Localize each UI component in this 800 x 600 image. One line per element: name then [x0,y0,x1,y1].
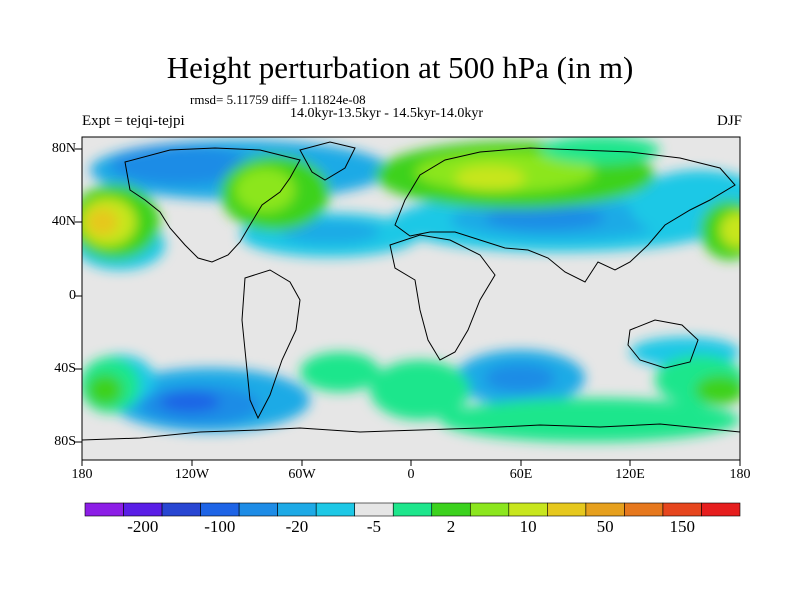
rmsd-diff-stats: rmsd= 5.11759 diff= 1.11824e-08 [190,92,366,107]
eurasia-outline [394,147,736,283]
lon-label-180e: 180 [729,467,751,482]
colorbar-swatch [662,502,702,517]
map-panel [75,136,741,466]
colorbar-swatch [469,502,510,517]
period-subtitle: 14.0kyr-13.5kyr - 14.5kyr-14.0kyr [290,106,484,121]
lat-label-eq: 0 [69,288,76,303]
lon-label-120w: 120W [174,467,210,482]
colorbar-swatch [161,502,201,517]
contour-fill [82,137,740,442]
colorbar-swatch [315,502,356,517]
lat-label-40s: 40S [54,361,76,376]
australia-outline [627,319,699,369]
colorbar-label: -100 [204,517,236,536]
colorbar-label: -200 [127,517,159,536]
colorbar-swatch [84,502,124,517]
map-title: Height perturbation at 500 hPa (in m) [166,50,634,85]
colorbar-label: 2 [446,517,456,536]
colorbar-swatch [508,502,548,517]
colorbar-swatch [277,502,317,517]
lat-label-40n: 40N [51,214,76,229]
colorbar-swatch [354,502,394,517]
colorbar-swatch [123,502,163,517]
colorbar-swatch [624,502,664,517]
greenland-outline [299,141,356,181]
colorbar-label: 10 [519,517,537,536]
colorbar [84,502,741,517]
south-america-outline [241,269,301,420]
colorbar-label: 50 [596,517,614,536]
experiment-label: Expt = tejqi-tejpi [82,113,185,129]
colorbar-label: -20 [285,517,309,536]
colorbar-swatch [547,502,587,517]
antarctica-outline [82,423,740,441]
lon-label-120e: 120E [615,467,645,482]
lon-label-60w: 60W [288,467,316,482]
lat-label-80n: 80N [51,141,76,156]
axis-ticks [75,148,741,466]
north-america-outline [124,147,301,263]
colorbar-swatch [238,502,278,517]
lon-label-180w: 180 [71,467,93,482]
africa-outline [389,234,496,361]
lon-label-0: 0 [407,467,415,482]
colorbar-swatch [585,502,625,517]
colorbar-swatch [431,502,471,517]
colorbar-swatch [200,502,240,517]
lon-label-60e: 60E [509,467,533,482]
lat-label-80s: 80S [54,434,76,449]
season-label: DJF [716,113,742,129]
coastlines [82,141,740,441]
colorbar-label: 150 [669,517,695,536]
colorbar-swatch [701,502,741,517]
colorbar-swatch [392,502,433,517]
colorbar-label: -5 [366,517,382,536]
